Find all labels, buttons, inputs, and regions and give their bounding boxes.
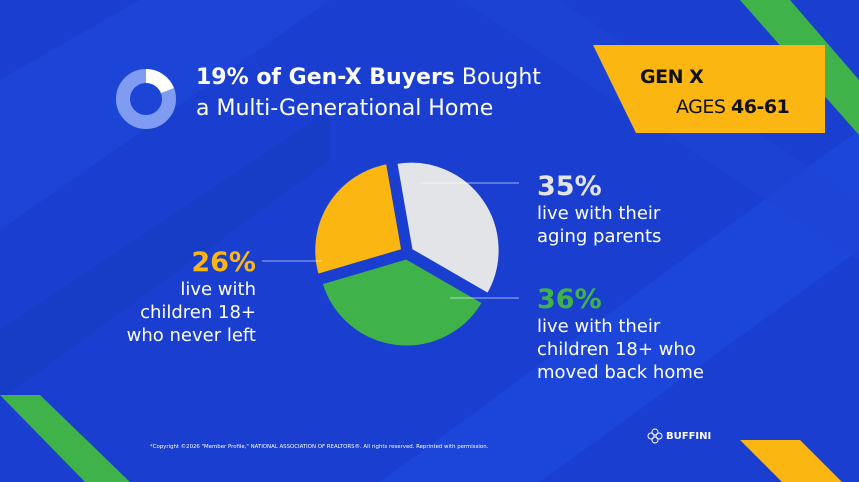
donut-fill [116, 69, 176, 129]
pct-26: 26% [191, 247, 256, 278]
gen-x-badge [593, 45, 825, 133]
buffini-logo: BUFFINI [647, 428, 711, 444]
page-title: 19% of Gen-X Buyers Bought a Multi-Gener… [196, 62, 596, 124]
pct-36: 36% [537, 284, 602, 315]
desc-line: aging parents [537, 226, 662, 247]
desc-line: children 18+ [140, 302, 256, 323]
logo-text: BUFFINI [666, 430, 712, 442]
badge-range: 46-61 [731, 96, 790, 118]
title-rest: Bought [454, 65, 541, 90]
title-line2: a Multi-Generational Home [196, 96, 494, 121]
pie-slice [394, 159, 502, 297]
badge-ages: AGES [676, 96, 731, 118]
desc-line: children 18+ who [537, 339, 696, 360]
badge-line1: GEN X [640, 66, 704, 88]
pie-chart [312, 159, 502, 349]
desc-line: live with their [537, 316, 661, 337]
label-never-left: 26% live with children 18+ who never lef… [56, 248, 256, 347]
pie-slice [312, 160, 405, 278]
label-moved-back: 36% live with their children 18+ who mov… [537, 285, 837, 384]
badge-text: GEN X AGES 46-61 [640, 62, 810, 122]
desc-line: who never left [126, 325, 256, 346]
copyright-notice: *Copyright ©2026 "Member Profile," NATIO… [150, 444, 489, 450]
pie-slice [319, 256, 486, 349]
leader-lines [262, 182, 519, 299]
desc-line: live with their [537, 203, 661, 224]
flower-icon [647, 428, 663, 444]
desc-line: live with [180, 279, 256, 300]
label-aging-parents: 35% live with their aging parents [537, 172, 797, 248]
title-bold: 19% of Gen-X Buyers [196, 65, 455, 90]
pct-35: 35% [537, 171, 602, 202]
title-donut-icon [116, 69, 176, 129]
desc-line: moved back home [537, 362, 704, 383]
